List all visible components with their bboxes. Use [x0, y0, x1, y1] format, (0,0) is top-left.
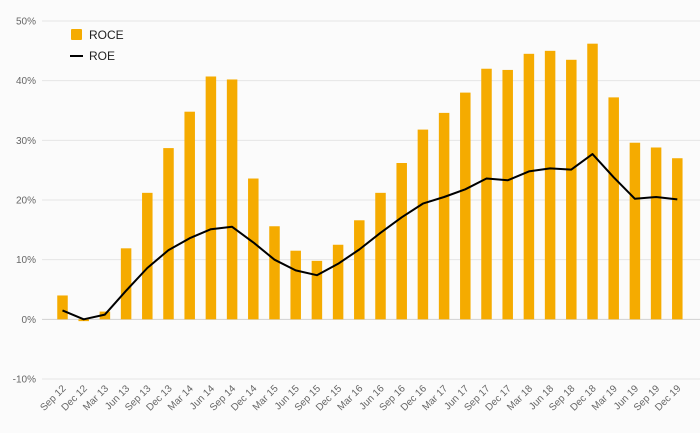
roce-bar — [608, 97, 619, 320]
roce-bar — [248, 178, 259, 320]
roce-bar — [375, 192, 386, 320]
roce-bar — [142, 192, 153, 320]
roce-bar — [438, 112, 450, 320]
roce-bar — [523, 53, 535, 320]
roce-bar — [184, 111, 195, 320]
roce-bar — [502, 69, 513, 320]
roce-bar — [629, 142, 641, 320]
roce-bar — [672, 158, 683, 320]
y-tick-label: 0% — [22, 315, 37, 326]
legend-label-roce: ROCE — [89, 28, 124, 42]
legend-swatch-roce — [71, 29, 82, 40]
roce-bar — [163, 148, 174, 320]
roce-bar — [566, 59, 577, 320]
legend: ROCE ROE — [70, 28, 124, 63]
y-tick-label: 40% — [16, 76, 36, 87]
y-axis-ticks: -10% 0% 10% 20% 30% 40% 50% — [13, 17, 36, 386]
roce-bar — [269, 226, 280, 320]
roce-bar — [332, 244, 344, 320]
roe-line — [62, 153, 678, 321]
y-tick-label: 50% — [16, 17, 36, 28]
roce-bar — [460, 92, 471, 320]
roce-bar — [396, 163, 407, 320]
roce-bar — [650, 147, 662, 320]
roce-bar — [205, 76, 217, 320]
roce-bar — [226, 79, 238, 320]
roce-bar — [417, 129, 429, 320]
y-tick-label: 20% — [16, 196, 36, 207]
roce-bar — [481, 68, 492, 320]
legend-label-roe: ROE — [89, 49, 115, 63]
roce-bar — [354, 220, 365, 320]
roce-bar — [544, 50, 556, 320]
roce-bars — [57, 43, 683, 322]
roce-bar — [57, 295, 68, 320]
roce-bar — [120, 248, 132, 320]
grid-lines — [42, 20, 700, 380]
roce-bar — [587, 43, 598, 320]
y-tick-label: -10% — [13, 375, 36, 386]
y-tick-label: 10% — [16, 255, 36, 266]
roe-line-group — [62, 153, 678, 321]
roce-bar — [311, 260, 323, 320]
roce-bar — [290, 250, 301, 320]
y-tick-label: 30% — [16, 136, 36, 147]
